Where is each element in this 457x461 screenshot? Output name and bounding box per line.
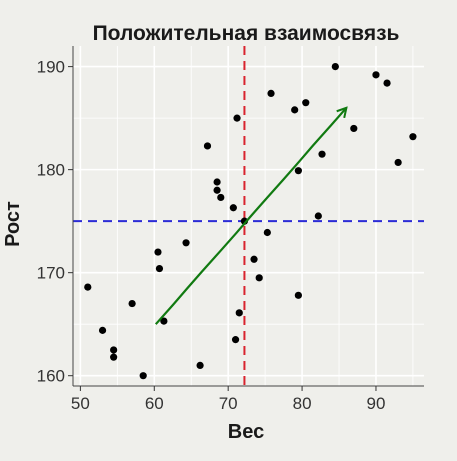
trend-arrow-group — [154, 108, 347, 325]
data-point — [139, 372, 147, 380]
y-axis-label: Рост — [2, 201, 24, 247]
data-point — [213, 186, 221, 194]
data-point — [110, 346, 118, 354]
grid-lines — [73, 46, 424, 386]
data-point — [394, 158, 402, 167]
data-point — [331, 63, 339, 71]
data-point — [314, 212, 322, 220]
data-point — [217, 193, 225, 202]
x-tick-label: 90 — [367, 394, 386, 413]
data-point — [182, 239, 190, 247]
data-points — [84, 63, 417, 380]
data-point — [154, 248, 162, 256]
data-point — [267, 89, 275, 97]
data-point — [84, 283, 92, 291]
data-point — [291, 106, 299, 114]
data-point — [318, 150, 326, 158]
data-point — [213, 178, 221, 186]
data-point — [155, 264, 164, 273]
data-point — [231, 336, 240, 344]
axes — [72, 46, 424, 387]
x-axis-ticks: 50 60 70 80 90 — [71, 386, 386, 413]
x-axis-label: Вес — [228, 421, 264, 443]
data-point — [233, 114, 241, 122]
data-point — [128, 299, 136, 308]
y-tick-label: 170 — [37, 264, 65, 283]
y-axis-ticks: 160 170 180 190 — [37, 58, 73, 386]
data-point — [110, 353, 118, 361]
trend-arrow — [154, 108, 347, 325]
data-point — [350, 124, 358, 133]
mean-lines — [73, 46, 424, 386]
x-tick-label: 50 — [71, 394, 90, 413]
data-point — [263, 228, 271, 237]
y-tick-label: 180 — [37, 161, 65, 180]
data-point — [372, 71, 380, 79]
data-point — [98, 326, 107, 334]
data-point — [196, 361, 204, 369]
x-tick-label: 70 — [219, 394, 238, 413]
data-point — [302, 99, 310, 107]
data-point — [203, 142, 212, 150]
data-point — [294, 167, 302, 175]
data-point — [409, 133, 417, 141]
chart-title: Положительная взаимосвязь — [93, 22, 400, 45]
y-tick-label: 160 — [37, 367, 65, 386]
data-point — [294, 291, 302, 299]
data-point — [255, 274, 263, 282]
x-tick-label: 60 — [145, 394, 164, 413]
data-point — [229, 204, 237, 212]
data-point — [160, 317, 168, 325]
data-point — [235, 309, 243, 317]
data-point — [383, 79, 391, 87]
data-point — [250, 255, 258, 263]
x-tick-label: 80 — [293, 394, 312, 413]
y-tick-label: 190 — [37, 58, 65, 77]
